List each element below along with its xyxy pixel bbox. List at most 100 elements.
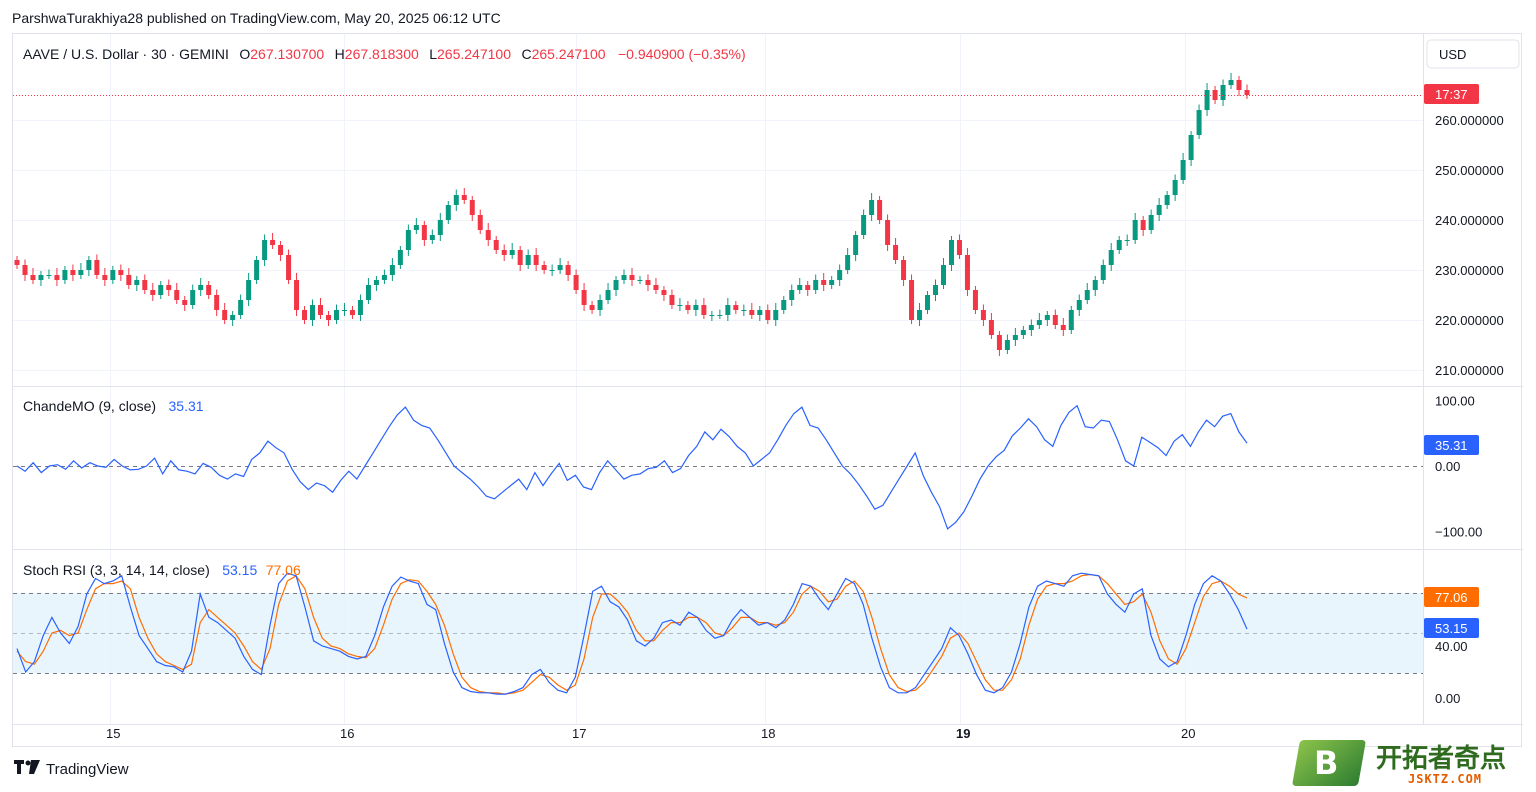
candle [797, 278, 803, 294]
candle [341, 303, 347, 316]
candle [222, 303, 228, 324]
candle [693, 299, 699, 316]
candle [885, 214, 891, 251]
candle [1100, 259, 1106, 284]
candle [1132, 213, 1138, 244]
candle [972, 286, 978, 314]
time-axis[interactable]: 15 16 17 18 19 20 [106, 726, 1195, 741]
candle [333, 304, 339, 324]
candle [389, 258, 395, 281]
candle [996, 331, 1002, 356]
stoch-axis[interactable]: 40.00 0.00 [1435, 639, 1468, 706]
candle [677, 298, 683, 311]
candle [246, 273, 252, 306]
chart-canvas[interactable]: 260.000000 250.000000 240.000000 230.000000… [13, 34, 1523, 748]
candle [134, 276, 140, 291]
candle [629, 268, 635, 286]
candle [517, 246, 523, 271]
candle [653, 278, 659, 294]
candle [405, 224, 411, 256]
candle [357, 294, 363, 321]
candle [38, 271, 44, 286]
candle [589, 301, 595, 314]
candle [605, 283, 611, 304]
candle [1188, 131, 1194, 166]
time-tick-label: 16 [340, 726, 354, 741]
candle [741, 304, 747, 316]
close-value: 265.247100 [532, 46, 606, 62]
candle [46, 269, 52, 279]
candle [581, 283, 587, 311]
candle [310, 299, 316, 326]
time-tick-label: 15 [106, 726, 120, 741]
price-tick-label: 210.000000 [1435, 363, 1504, 378]
candle [757, 306, 763, 321]
candle [597, 294, 603, 316]
candle [805, 281, 811, 296]
candle [940, 258, 946, 289]
time-tick-label: 19 [956, 726, 970, 741]
stoch-k-value: 53.15 [222, 562, 257, 578]
close-label: C [521, 46, 531, 62]
candle [877, 196, 883, 224]
candle [813, 274, 819, 294]
candle [853, 231, 859, 261]
stoch-k-line [16, 572, 1248, 695]
watermark-badge-icon: B [1291, 740, 1367, 786]
candle [22, 259, 28, 281]
candle [956, 234, 962, 259]
candle [1092, 276, 1098, 296]
candle [150, 283, 156, 301]
candle [278, 241, 284, 261]
candle [948, 236, 954, 271]
price-tick-label: 260.000000 [1435, 113, 1504, 128]
watermark-url: JSKTZ.COM [1408, 772, 1483, 786]
tradingview-brand: TradingView [46, 761, 129, 778]
candle [717, 309, 723, 319]
candle [318, 298, 324, 319]
candle [158, 281, 164, 299]
candle [789, 284, 795, 306]
currency-button[interactable]: USD [1426, 39, 1520, 69]
candle [869, 193, 875, 221]
candle [14, 256, 20, 269]
candle [549, 264, 555, 276]
candle [837, 264, 843, 286]
candle [893, 238, 899, 264]
price-axis[interactable]: 260.000000 250.000000 240.000000 230.000000… [1435, 113, 1504, 378]
low-value: 265.247100 [437, 46, 511, 62]
candle [1004, 334, 1010, 354]
countdown-tag: 17:37 [1424, 84, 1479, 104]
cmo-axis[interactable]: 100.00 0.00 −100.00 [1435, 394, 1482, 540]
tradingview-logo-icon [14, 760, 40, 779]
candle [437, 213, 443, 241]
time-tick-label: 17 [572, 726, 586, 741]
candle [501, 244, 507, 261]
candle [1172, 174, 1178, 201]
candle [1244, 84, 1250, 99]
cmo-tick-label: 100.00 [1435, 394, 1475, 409]
candle [1196, 104, 1202, 139]
candle [933, 279, 939, 301]
cmo-legend: ChandeMO (9, close) 35.31 [23, 398, 204, 415]
chart-container[interactable]: 260.000000 250.000000 240.000000 230.000000… [12, 33, 1523, 748]
candle [988, 313, 994, 339]
symbol-legend: AAVE / U.S. Dollar · 30 · GEMINI O267.13… [23, 46, 746, 63]
candle [198, 278, 204, 296]
price-candles [14, 73, 1250, 356]
candle [1044, 311, 1050, 326]
cmo-tick-label: −100.00 [1435, 525, 1482, 540]
candle [86, 256, 92, 276]
candle [349, 306, 355, 319]
candle [54, 268, 60, 286]
candle [1076, 294, 1082, 316]
candle [1084, 283, 1090, 304]
currency-label: USD [1439, 47, 1466, 62]
candle [461, 188, 467, 204]
cmo-tick-label: 0.00 [1435, 459, 1460, 474]
candle [645, 274, 651, 291]
candle [118, 264, 124, 281]
candle [445, 201, 451, 224]
candle [773, 303, 779, 326]
tradingview-logo[interactable]: TradingView [14, 760, 129, 779]
